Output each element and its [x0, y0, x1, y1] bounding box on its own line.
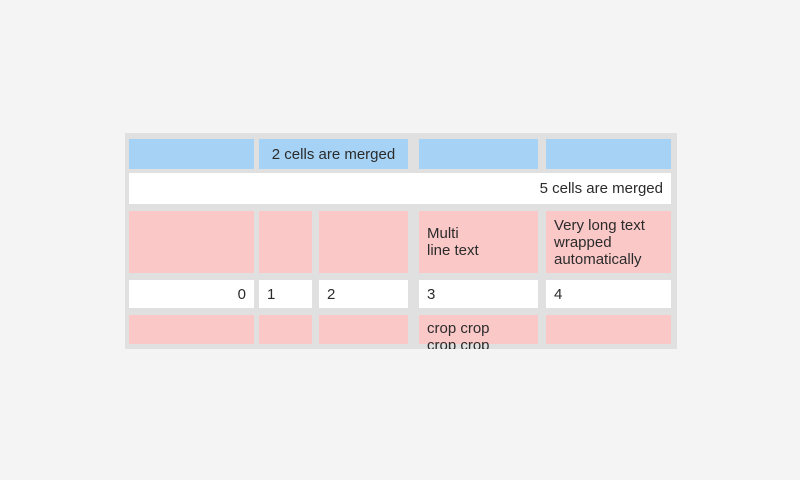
header-cell-empty-2: [419, 139, 538, 169]
header-cell-empty-3: [546, 139, 671, 169]
pink-cell-5: [259, 315, 312, 344]
table-view: 2 cells are merged 5 cells are merged Mu…: [125, 133, 677, 349]
multi-line-cell: Multi line text: [419, 211, 538, 273]
merged-2-label: 2 cells are merged: [271, 145, 396, 163]
header-cell-empty-1: [129, 139, 254, 169]
number-2: 2: [327, 285, 336, 303]
pink-cell-7: [546, 315, 671, 344]
cropped-text-cell: crop crop crop crop: [419, 315, 538, 349]
pink-cell-3: [319, 211, 408, 273]
pink-cell-2: [259, 211, 312, 273]
multi-line-label: Multi line text: [427, 225, 479, 259]
merged-5-label: 5 cells are merged: [539, 180, 663, 197]
pink-cell-4: [129, 315, 254, 344]
number-cell-4: 4: [546, 280, 671, 308]
merged-cell-2span: 2 cells are merged: [259, 139, 408, 169]
number-cell-1: 1: [259, 280, 312, 308]
table-grid: 2 cells are merged 5 cells are merged Mu…: [129, 139, 671, 349]
number-1: 1: [267, 285, 276, 303]
number-cell-0: 0: [129, 280, 254, 308]
pink-cell-6: [319, 315, 408, 344]
wrapped-text-label: Very long text wrapped automatically: [554, 216, 645, 268]
wrapped-text-cell: Very long text wrapped automatically: [546, 211, 671, 273]
number-4: 4: [554, 285, 563, 303]
pink-cell-1: [129, 211, 254, 273]
cropped-text-label: crop crop crop crop: [427, 320, 490, 349]
number-0: 0: [237, 285, 246, 303]
merged-cell-5span: 5 cells are merged: [129, 173, 671, 204]
number-cell-3: 3: [419, 280, 538, 308]
number-3: 3: [427, 285, 436, 303]
number-cell-2: 2: [319, 280, 408, 308]
